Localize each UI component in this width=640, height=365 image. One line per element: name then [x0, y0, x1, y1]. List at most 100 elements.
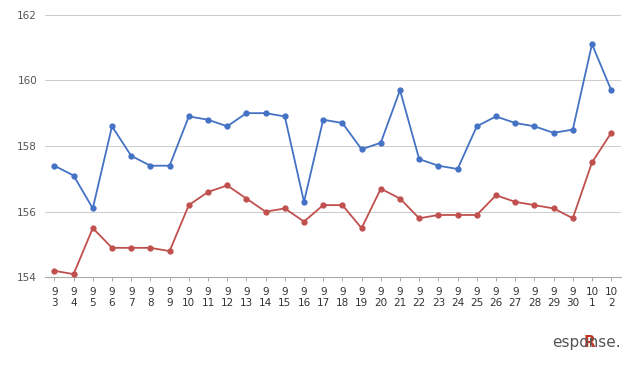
ハイオク看板価格（円/L） [454, 167, 461, 171]
ハイオク看板価格（円/L） [70, 173, 77, 178]
Text: 8: 8 [147, 298, 154, 308]
Text: 9: 9 [166, 287, 173, 297]
Text: 10: 10 [605, 287, 618, 297]
Text: 9: 9 [339, 287, 346, 297]
Text: 20: 20 [374, 298, 387, 308]
ハイオク看板価格（円/L） [243, 111, 250, 115]
ハイオク実売価格（円/L） [415, 216, 423, 220]
Text: 5: 5 [90, 298, 96, 308]
Text: 9: 9 [474, 287, 480, 297]
ハイオク看板価格（円/L） [588, 42, 596, 46]
Text: 19: 19 [355, 298, 368, 308]
ハイオク実売価格（円/L） [339, 203, 346, 207]
ハイオク看板価格（円/L） [281, 114, 289, 119]
Text: 11: 11 [202, 298, 214, 308]
ハイオク看板価格（円/L） [492, 114, 500, 119]
Text: 25: 25 [470, 298, 483, 308]
Text: 9: 9 [378, 287, 384, 297]
Text: 7: 7 [128, 298, 134, 308]
Text: R: R [584, 335, 595, 350]
ハイオク実売価格（円/L） [166, 249, 173, 253]
Text: 28: 28 [528, 298, 541, 308]
ハイオク実売価格（円/L） [108, 246, 116, 250]
Text: 9: 9 [186, 287, 192, 297]
ハイオク看板価格（円/L） [358, 147, 365, 151]
Text: 9: 9 [550, 287, 557, 297]
Text: 9: 9 [262, 287, 269, 297]
Text: 1: 1 [589, 298, 595, 308]
ハイオク実売価格（円/L） [89, 226, 97, 230]
Text: 9: 9 [397, 287, 403, 297]
Text: 4: 4 [70, 298, 77, 308]
Text: 16: 16 [298, 298, 310, 308]
ハイオク看板価格（円/L） [377, 141, 385, 145]
ハイオク看板価格（円/L） [166, 164, 173, 168]
ハイオク実売価格（円/L） [358, 226, 365, 230]
Line: ハイオク看板価格（円/L）: ハイオク看板価格（円/L） [52, 42, 614, 211]
Text: 9: 9 [205, 287, 211, 297]
Text: 9: 9 [416, 287, 422, 297]
ハイオク看板価格（円/L） [108, 124, 116, 128]
ハイオク実売価格（円/L） [147, 246, 154, 250]
ハイオク実売価格（円/L） [435, 213, 442, 217]
ハイオク看板価格（円/L） [550, 131, 557, 135]
Text: 9: 9 [51, 287, 58, 297]
Text: 9: 9 [224, 287, 230, 297]
Text: 9: 9 [70, 287, 77, 297]
ハイオク看板価格（円/L） [319, 118, 327, 122]
Text: 27: 27 [509, 298, 522, 308]
Text: 29: 29 [547, 298, 560, 308]
ハイオク実売価格（円/L） [262, 210, 269, 214]
Text: 9: 9 [512, 287, 518, 297]
Text: 9: 9 [109, 287, 115, 297]
Text: 9: 9 [243, 287, 250, 297]
Text: 9: 9 [531, 287, 538, 297]
ハイオク看板価格（円/L） [185, 114, 193, 119]
Text: 2: 2 [608, 298, 614, 308]
ハイオク看板価格（円/L） [147, 164, 154, 168]
ハイオク実売価格（円/L） [377, 187, 385, 191]
ハイオク看板価格（円/L） [569, 127, 577, 132]
Text: 24: 24 [451, 298, 464, 308]
Text: 18: 18 [336, 298, 349, 308]
ハイオク実売価格（円/L） [300, 219, 308, 224]
Text: 26: 26 [490, 298, 502, 308]
Text: esponse.: esponse. [552, 335, 621, 350]
ハイオク看板価格（円/L） [473, 124, 481, 128]
ハイオク看板価格（円/L） [531, 124, 538, 128]
Line: ハイオク実売価格（円/L）: ハイオク実売価格（円/L） [52, 130, 614, 277]
Text: 6: 6 [109, 298, 115, 308]
ハイオク看板価格（円/L） [89, 206, 97, 211]
Text: 22: 22 [413, 298, 426, 308]
Text: 9: 9 [301, 287, 307, 297]
Text: 9: 9 [435, 287, 442, 297]
Text: 9: 9 [90, 287, 96, 297]
Text: 15: 15 [278, 298, 291, 308]
ハイオク実売価格（円/L） [396, 196, 404, 201]
Text: 21: 21 [394, 298, 406, 308]
ハイオク実売価格（円/L） [281, 206, 289, 211]
ハイオク看板価格（円/L） [396, 88, 404, 92]
Text: 14: 14 [259, 298, 272, 308]
ハイオク実売価格（円/L） [492, 193, 500, 197]
ハイオク実売価格（円/L） [204, 190, 212, 194]
Text: 30: 30 [566, 298, 579, 308]
ハイオク看板価格（円/L） [511, 121, 519, 125]
ハイオク看板価格（円/L） [127, 154, 135, 158]
Text: 23: 23 [432, 298, 445, 308]
ハイオク実売価格（円/L） [223, 183, 231, 188]
ハイオク実売価格（円/L） [127, 246, 135, 250]
ハイオク実売価格（円/L） [473, 213, 481, 217]
Text: 9: 9 [166, 298, 173, 308]
ハイオク看板価格（円/L） [262, 111, 269, 115]
Text: 9: 9 [454, 287, 461, 297]
Text: 10: 10 [182, 298, 195, 308]
Text: 13: 13 [240, 298, 253, 308]
ハイオク実売価格（円/L） [531, 203, 538, 207]
ハイオク実売価格（円/L） [588, 160, 596, 165]
ハイオク実売価格（円/L） [51, 269, 58, 273]
ハイオク看板価格（円/L） [204, 118, 212, 122]
ハイオク実売価格（円/L） [569, 216, 577, 220]
ハイオク実売価格（円/L） [319, 203, 327, 207]
Text: 12: 12 [221, 298, 234, 308]
